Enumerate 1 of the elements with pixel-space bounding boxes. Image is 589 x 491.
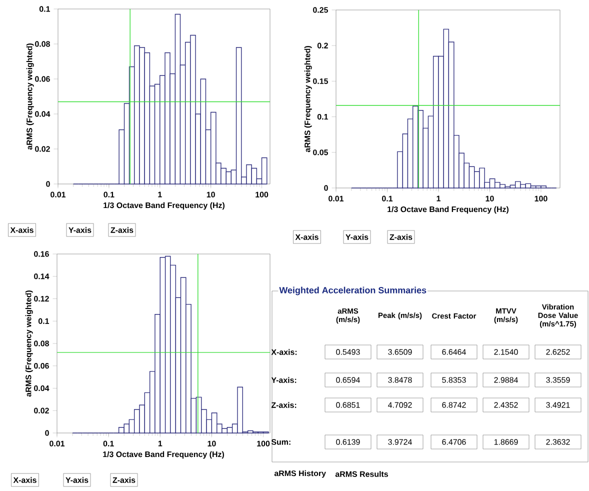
text: Weighted Acceleration Summaries — [279, 286, 426, 296]
